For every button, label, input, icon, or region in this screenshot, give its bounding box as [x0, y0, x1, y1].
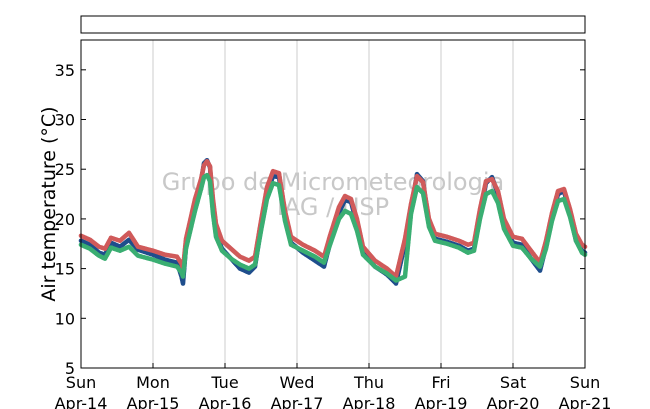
x-tick-date-label: Apr-19: [415, 394, 468, 409]
y-tick-label: 20: [55, 210, 75, 229]
x-tick-day-label: Mon: [136, 373, 170, 392]
x-tick-day-label: Wed: [280, 373, 315, 392]
y-tick-label: 10: [55, 309, 75, 328]
x-tick-date-label: Apr-20: [487, 394, 540, 409]
x-tick-date-label: Apr-17: [271, 394, 324, 409]
x-tick-date-label: Apr-18: [343, 394, 396, 409]
x-tick-date-label: Apr-21: [559, 394, 612, 409]
data-series: [78, 157, 588, 286]
x-tick-date-label: Apr-16: [199, 394, 252, 409]
y-axis: 5 10 15 20 25 30 35: [55, 61, 585, 378]
x-tick-day-label: Sun: [66, 373, 96, 392]
watermark-line-1: Grupo de Micrometeorologia: [162, 168, 504, 196]
watermark: Grupo de Micrometeorologia IAG / USP: [162, 168, 504, 221]
x-tick-date-label: Apr-14: [55, 394, 108, 409]
x-tick-day-label: Thu: [353, 373, 384, 392]
legend-box: [80, 15, 586, 34]
x-axis: Sun Apr-14 Mon Apr-15 Tue Apr-16 Wed Apr-17 Thu A…: [55, 363, 612, 409]
y-tick-label: 5: [65, 359, 75, 378]
grid-lines: [152, 40, 514, 368]
series-3: [78, 172, 588, 283]
x-tick-date-label: Apr-15: [127, 394, 180, 409]
y-tick-label: 30: [55, 111, 75, 130]
plot-frame: [80, 39, 586, 369]
x-tick-day-label: Fri: [431, 373, 450, 392]
watermark-line-2: IAG / USP: [277, 193, 389, 221]
x-tick-day-label: Tue: [210, 373, 238, 392]
y-tick-label: 15: [55, 260, 75, 279]
x-tick-day-label: Sun: [570, 373, 600, 392]
y-axis-label: Air temperature (°C): [38, 106, 60, 301]
x-tick-day-label: Sat: [500, 373, 526, 392]
y-tick-label: 25: [55, 160, 75, 179]
y-tick-label: 35: [55, 61, 75, 80]
